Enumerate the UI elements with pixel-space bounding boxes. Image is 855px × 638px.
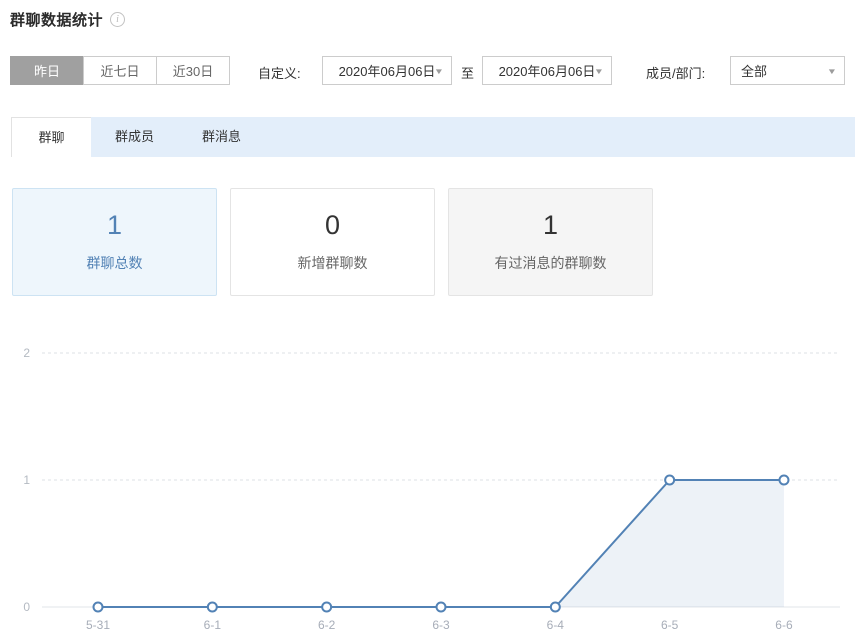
- range-button-yesterday[interactable]: 昨日: [10, 56, 84, 85]
- filter-bar: 昨日 近七日 近30日 自定义: 2020年06月06日 ▼ 至 2020年06…: [10, 56, 845, 85]
- stat-label: 群聊总数: [86, 254, 143, 271]
- member-department-label: 成员/部门:: [646, 66, 706, 81]
- date-to-select[interactable]: 2020年06月06日 ▼: [482, 56, 612, 85]
- chevron-down-icon: ▼: [826, 67, 838, 76]
- stat-value: 0: [324, 209, 341, 240]
- date-from-select[interactable]: 2020年06月06日 ▼: [322, 56, 452, 85]
- stat-cards: 1 群聊总数 0 新增群聊数 1 有过消息的群聊数: [12, 188, 653, 296]
- svg-text:6-1: 6-1: [204, 618, 222, 632]
- date-range-button-group: 昨日 近七日 近30日: [10, 56, 230, 85]
- page-title: 群聊数据统计: [10, 12, 104, 29]
- stat-card-total-groups[interactable]: 1 群聊总数: [12, 188, 217, 296]
- custom-range-label: 自定义:: [258, 66, 301, 81]
- svg-text:5-31: 5-31: [86, 618, 110, 632]
- svg-text:6-2: 6-2: [318, 618, 336, 632]
- stat-card-groups-with-messages[interactable]: 1 有过消息的群聊数: [448, 188, 653, 296]
- date-from-value: 2020年06月06日: [338, 64, 436, 79]
- svg-text:2: 2: [23, 346, 30, 360]
- stat-value: 1: [542, 209, 559, 240]
- tab-group-messages[interactable]: 群消息: [201, 129, 241, 144]
- svg-text:6-6: 6-6: [775, 618, 793, 632]
- svg-text:1: 1: [23, 473, 30, 487]
- member-department-value: 全部: [741, 64, 768, 79]
- svg-text:6-4: 6-4: [547, 618, 565, 632]
- tab-group-members[interactable]: 群成员: [114, 129, 154, 144]
- tab-bar: 群聊 群成员 群消息: [11, 117, 855, 157]
- group-count-area-chart: 0 1 2 5-31 6-1 6-2 6-3 6-4 6-5 6-6: [23, 346, 840, 632]
- svg-text:0: 0: [23, 600, 30, 614]
- stat-card-new-groups[interactable]: 0 新增群聊数: [230, 188, 435, 296]
- info-icon[interactable]: i: [110, 12, 126, 27]
- tab-group-chat[interactable]: 群聊: [11, 117, 91, 157]
- stat-label: 新增群聊数: [297, 254, 368, 271]
- svg-text:6-5: 6-5: [661, 618, 679, 632]
- range-button-last30days[interactable]: 近30日: [156, 56, 230, 85]
- chevron-down-icon: ▼: [433, 67, 445, 76]
- stat-value: 1: [106, 209, 123, 240]
- chevron-down-icon: ▼: [593, 67, 605, 76]
- to-label: 至: [461, 66, 475, 81]
- member-department-select[interactable]: 全部 ▼: [730, 56, 845, 85]
- stat-label: 有过消息的群聊数: [494, 254, 607, 271]
- svg-text:6-3: 6-3: [432, 618, 450, 632]
- date-to-value: 2020年06月06日: [498, 64, 596, 79]
- range-button-last7days[interactable]: 近七日: [83, 56, 157, 85]
- page-header: 群聊数据统计 i: [10, 9, 126, 30]
